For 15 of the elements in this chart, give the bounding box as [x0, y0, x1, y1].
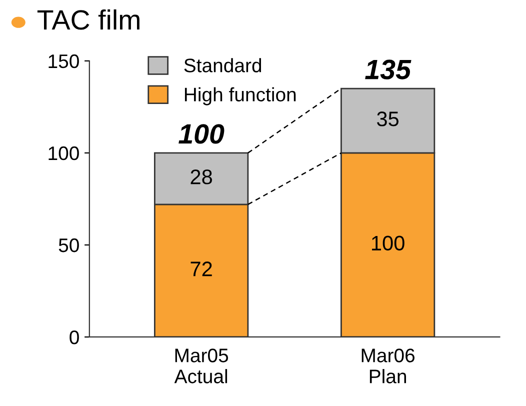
y-tick-label: 100 — [48, 146, 79, 160]
data-label: 100 — [372, 236, 404, 251]
data-label: 28 — [190, 170, 212, 184]
data-label: 72 — [190, 262, 212, 276]
chart-title: TAC film — [37, 9, 140, 30]
data-label: 35 — [377, 112, 399, 126]
total-label: 135 — [365, 60, 412, 80]
legend-label: Standard — [184, 58, 262, 72]
x-tick-label: Mar05 Actual — [174, 348, 228, 384]
y-tick-label: 150 — [48, 54, 79, 68]
x-tick-label: Mar06 Plan — [362, 348, 415, 384]
y-tick-label: 50 — [58, 238, 79, 252]
y-tick-label: 0 — [70, 330, 79, 344]
total-label: 100 — [178, 124, 224, 144]
legend-label: High function — [184, 87, 296, 106]
